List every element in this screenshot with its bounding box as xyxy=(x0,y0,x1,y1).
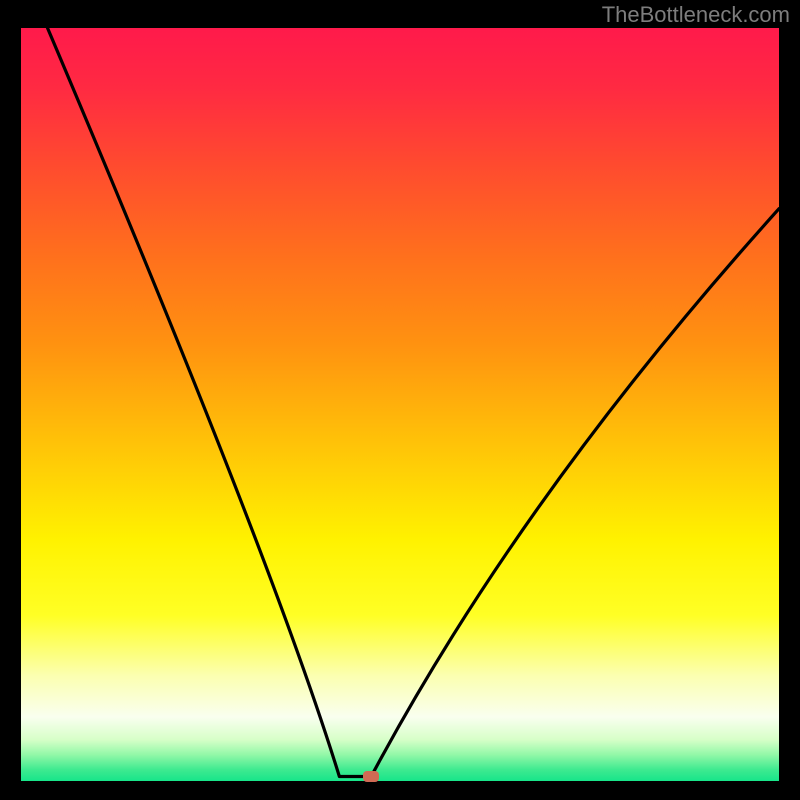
chart-container: TheBottleneck.com xyxy=(0,0,800,800)
plot-gradient-background xyxy=(21,28,779,781)
minimum-marker xyxy=(363,771,379,782)
watermark-text: TheBottleneck.com xyxy=(602,2,790,28)
